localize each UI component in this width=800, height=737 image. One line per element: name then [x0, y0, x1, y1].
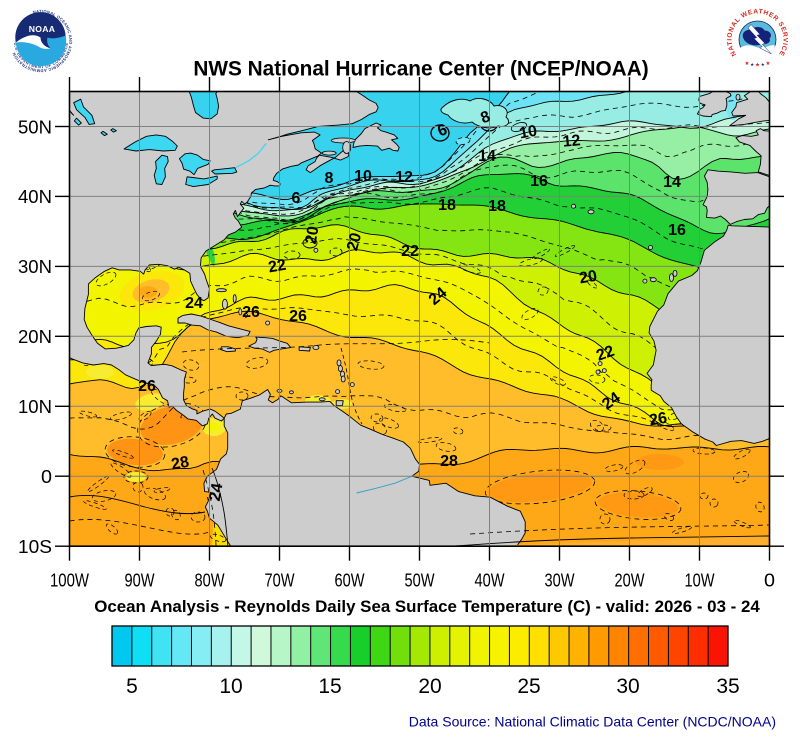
svg-text:10N: 10N: [18, 396, 52, 417]
svg-text:20: 20: [344, 231, 365, 253]
svg-text:35: 35: [716, 675, 739, 698]
svg-text:NOAA: NOAA: [29, 24, 56, 34]
svg-text:22: 22: [401, 243, 419, 260]
svg-text:18: 18: [438, 197, 456, 214]
svg-text:20: 20: [303, 225, 323, 246]
svg-text:10W: 10W: [685, 570, 715, 591]
svg-text:★: ★: [744, 60, 749, 67]
svg-text:15: 15: [318, 675, 341, 698]
svg-text:28: 28: [170, 454, 191, 474]
svg-text:70W: 70W: [265, 570, 295, 591]
svg-text:12: 12: [395, 169, 413, 186]
svg-text:30: 30: [616, 675, 639, 698]
svg-text:50W: 50W: [405, 570, 435, 591]
svg-text:90W: 90W: [125, 570, 155, 591]
svg-text:20: 20: [578, 268, 599, 288]
svg-text:26: 26: [289, 308, 307, 325]
svg-text:100W: 100W: [50, 570, 89, 591]
svg-text:6: 6: [292, 190, 301, 207]
svg-text:Data Source: National Climatic: Data Source: National Climatic Data Cent…: [409, 714, 776, 730]
svg-text:30W: 30W: [545, 570, 575, 591]
svg-text:★: ★: [750, 62, 755, 67]
svg-text:24: 24: [185, 295, 203, 312]
svg-text:10: 10: [518, 123, 539, 143]
svg-text:20W: 20W: [615, 570, 645, 591]
svg-text:★: ★: [765, 60, 770, 67]
svg-text:28: 28: [440, 453, 458, 470]
svg-text:20: 20: [418, 675, 441, 698]
svg-text:5: 5: [126, 675, 138, 698]
svg-text:40N: 40N: [18, 186, 52, 207]
svg-text:25: 25: [517, 675, 540, 698]
svg-text:26: 26: [138, 378, 156, 395]
svg-text:0: 0: [764, 570, 775, 591]
svg-text:16: 16: [530, 173, 548, 190]
svg-text:60W: 60W: [335, 570, 365, 591]
svg-text:10: 10: [354, 168, 372, 185]
svg-text:50N: 50N: [18, 116, 52, 137]
svg-text:12: 12: [562, 132, 581, 150]
svg-text:NWS National Hurricane Center: NWS National Hurricane Center (NCEP/NOAA…: [193, 58, 648, 81]
svg-text:10S: 10S: [18, 536, 52, 557]
svg-text:26: 26: [242, 304, 260, 321]
svg-text:20N: 20N: [18, 326, 52, 347]
svg-text:10: 10: [219, 675, 242, 698]
svg-text:80W: 80W: [195, 570, 225, 591]
svg-text:14: 14: [478, 148, 496, 165]
svg-text:24: 24: [207, 482, 227, 503]
svg-text:22: 22: [594, 343, 617, 365]
svg-text:40W: 40W: [475, 570, 505, 591]
svg-text:14: 14: [663, 174, 681, 191]
svg-text:22: 22: [267, 257, 288, 277]
svg-text:30N: 30N: [18, 256, 52, 277]
svg-text:26: 26: [648, 410, 669, 430]
svg-text:0: 0: [41, 466, 52, 487]
svg-text:16: 16: [668, 222, 686, 239]
svg-text:Ocean Analysis - Reynolds Dail: Ocean Analysis - Reynolds Daily Sea Surf…: [94, 597, 760, 616]
svg-text:8: 8: [325, 170, 334, 187]
svg-text:★: ★: [761, 62, 766, 67]
svg-text:18: 18: [488, 198, 506, 215]
svg-text:★: ★: [755, 62, 760, 69]
